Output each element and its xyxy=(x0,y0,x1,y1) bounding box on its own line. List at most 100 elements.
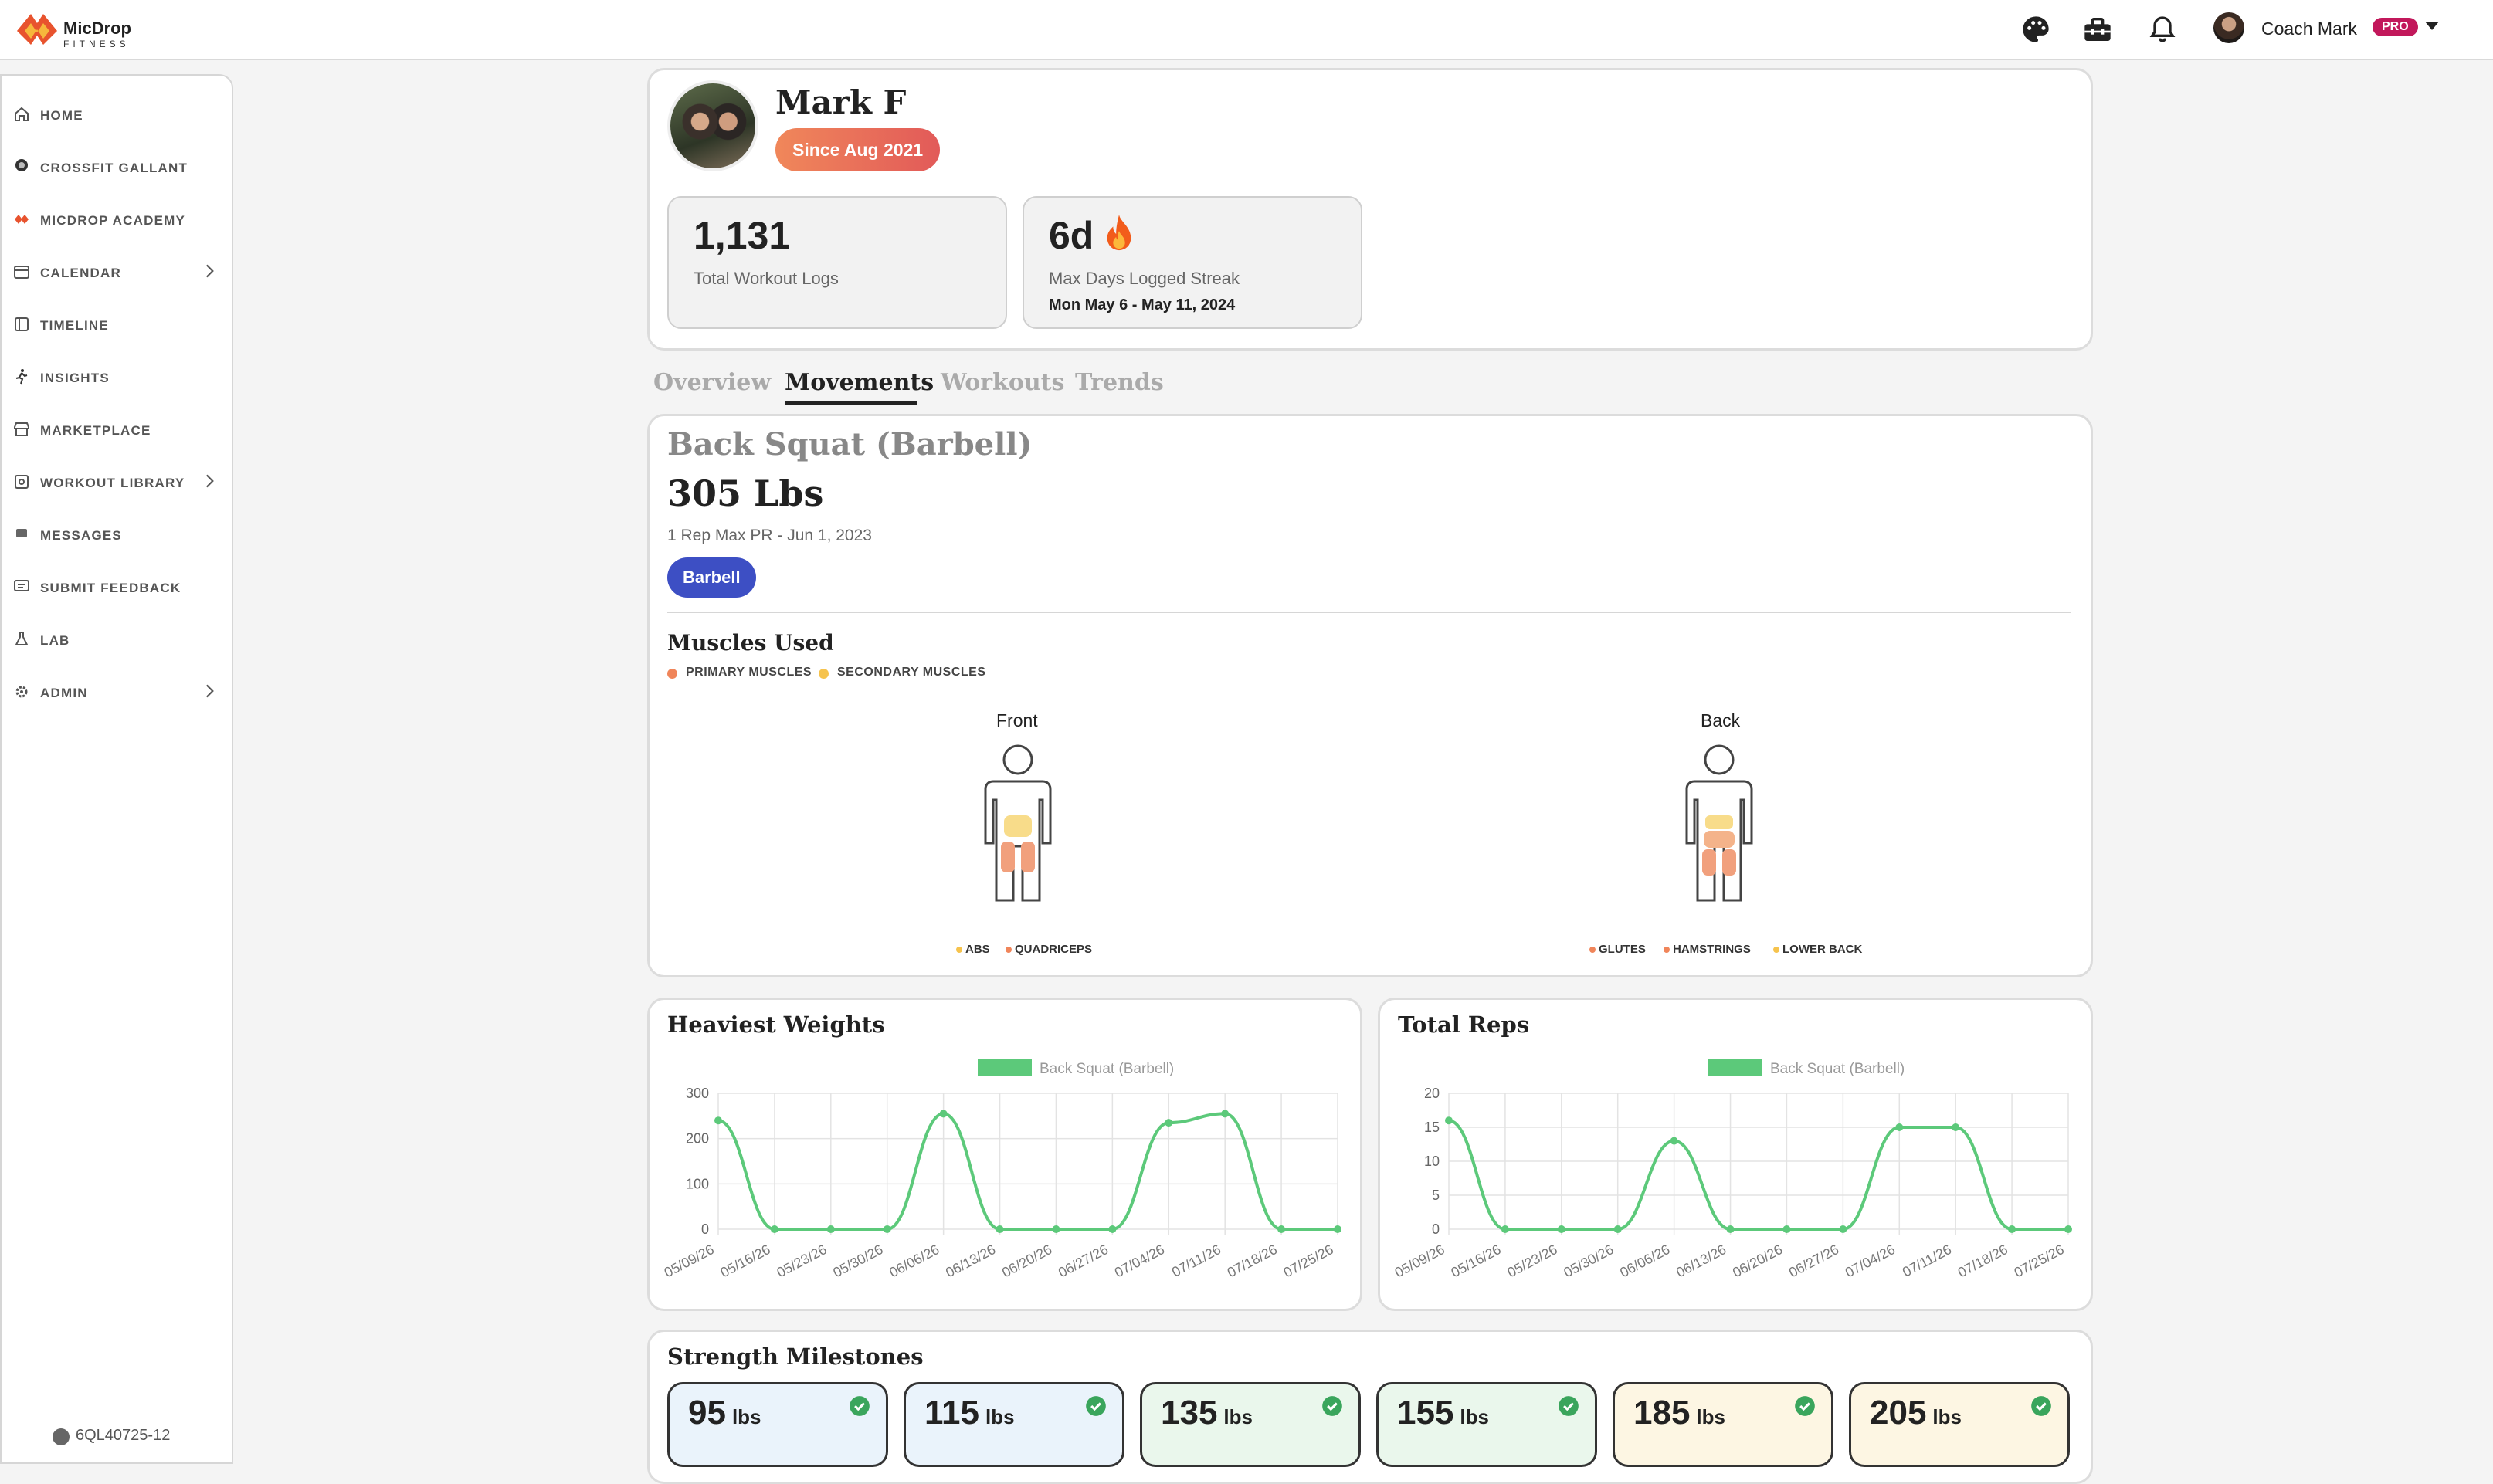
stat-label: Max Days Logged Streak xyxy=(1049,269,1240,288)
milestone-card[interactable]: 155 lbs xyxy=(1376,1382,1597,1467)
lower-back-region xyxy=(1705,815,1733,829)
sidebar-item-crossfit-gallant[interactable]: CROSSFIT GALLANT xyxy=(2,151,226,185)
left-quad-region xyxy=(1001,842,1015,872)
sidebar-item-home[interactable]: HOME xyxy=(2,99,226,133)
movement-card xyxy=(647,414,2093,977)
info-icon xyxy=(53,1428,70,1445)
data-point[interactable] xyxy=(1165,1119,1173,1127)
data-point[interactable] xyxy=(1445,1116,1453,1125)
sidebar-item-micdrop-academy[interactable]: MICDROP ACADEMY xyxy=(2,204,226,238)
y-tick-label: 100 xyxy=(686,1176,709,1191)
data-point[interactable] xyxy=(1613,1225,1622,1233)
muscle-tag-glutes: GLUTES xyxy=(1599,943,1646,956)
data-point[interactable] xyxy=(2008,1225,2016,1233)
app-version: 6QL40725-12 xyxy=(76,1427,171,1444)
milestone-unit: lbs xyxy=(1223,1405,1253,1428)
x-tick-label: 07/18/26 xyxy=(1955,1242,2010,1281)
check-circle-icon xyxy=(1795,1396,1815,1416)
milestone-card[interactable]: 135 lbs xyxy=(1140,1382,1361,1467)
stat-date-range: Mon May 6 - May 11, 2024 xyxy=(1049,296,1236,313)
data-point[interactable] xyxy=(1895,1123,1904,1131)
data-point[interactable] xyxy=(1557,1225,1565,1233)
data-point[interactable] xyxy=(770,1225,778,1233)
milestone-card[interactable]: 205 lbs xyxy=(1849,1382,2070,1467)
data-point[interactable] xyxy=(1277,1225,1286,1233)
x-tick-label: 05/30/26 xyxy=(830,1242,885,1281)
muscle-tag-lower-back: LOWER BACK xyxy=(1782,943,1863,956)
equipment-badge[interactable]: Barbell xyxy=(667,557,756,598)
x-tick-label: 05/09/26 xyxy=(1392,1242,1447,1281)
sidebar-item-insights[interactable]: INSIGHTS xyxy=(2,361,226,395)
milestone-card[interactable]: 95 lbs xyxy=(667,1382,888,1467)
data-point[interactable] xyxy=(1782,1225,1791,1233)
sidebar-item-timeline[interactable]: TIMELINE xyxy=(2,309,226,343)
data-point[interactable] xyxy=(826,1225,835,1233)
sidebar-item-messages[interactable]: MESSAGES xyxy=(2,519,226,553)
micdrop-logo[interactable]: MicDrop FITNESS xyxy=(14,8,145,51)
stat-max-streak: 6d Max Days Logged Streak Mon May 6 - Ma… xyxy=(1023,196,1362,329)
logo-name: MicDrop xyxy=(63,19,131,38)
data-point[interactable] xyxy=(1670,1137,1678,1145)
x-tick-label: 06/20/26 xyxy=(1730,1242,1785,1281)
milestone-card[interactable]: 115 lbs xyxy=(904,1382,1124,1467)
sidebar-item-calendar[interactable]: CALENDAR xyxy=(2,256,226,290)
right-hamstring-region xyxy=(1722,849,1736,876)
sidebar-item-label: LAB xyxy=(40,633,70,648)
data-point[interactable] xyxy=(1501,1225,1509,1233)
y-tick-label: 0 xyxy=(701,1221,709,1237)
home-icon xyxy=(15,107,29,121)
data-point[interactable] xyxy=(1052,1225,1060,1233)
data-point[interactable] xyxy=(1334,1225,1341,1233)
milestone-card[interactable]: 185 lbs xyxy=(1613,1382,1833,1467)
sidebar-item-marketplace[interactable]: MARKETPLACE xyxy=(2,414,226,448)
tab-overview[interactable]: Overview xyxy=(653,369,772,396)
tab-trends[interactable]: Trends xyxy=(1075,369,1164,396)
milestone-value: 155 lbs xyxy=(1397,1394,1489,1431)
chevron-right-icon[interactable] xyxy=(199,681,219,701)
user-menu-caret-icon[interactable] xyxy=(2425,22,2439,30)
milestone-value: 115 lbs xyxy=(924,1394,1015,1431)
legend-swatch[interactable] xyxy=(978,1059,1032,1076)
bell-icon[interactable] xyxy=(2147,14,2178,45)
data-point[interactable] xyxy=(996,1225,1004,1233)
data-point[interactable] xyxy=(883,1225,891,1233)
feedback-icon xyxy=(14,580,29,591)
data-point[interactable] xyxy=(714,1116,722,1125)
data-point[interactable] xyxy=(1952,1123,1960,1131)
toolbox-icon[interactable] xyxy=(2082,14,2113,45)
user-avatar[interactable] xyxy=(2213,12,2244,43)
x-tick-label: 06/06/26 xyxy=(887,1242,941,1281)
palette-icon[interactable] xyxy=(2020,14,2051,45)
sidebar-item-admin[interactable]: ADMIN xyxy=(2,676,226,710)
legend-label[interactable]: Back Squat (Barbell) xyxy=(1040,1061,1174,1077)
legend-label[interactable]: Back Squat (Barbell) xyxy=(1770,1061,1905,1077)
data-point[interactable] xyxy=(939,1110,948,1118)
tab-movements[interactable]: Movements xyxy=(785,369,934,396)
running-icon xyxy=(15,369,28,385)
muscle-dot xyxy=(1006,947,1012,953)
user-name[interactable]: Coach Mark xyxy=(2261,19,2357,39)
calendar-icon xyxy=(14,266,29,279)
library-icon xyxy=(15,475,29,489)
data-point[interactable] xyxy=(2064,1225,2072,1233)
sidebar-item-label: HOME xyxy=(40,108,83,123)
muscle-dot xyxy=(1773,947,1779,953)
divider xyxy=(667,612,2071,613)
data-point[interactable] xyxy=(1839,1225,1847,1233)
x-tick-label: 07/04/26 xyxy=(1843,1242,1898,1281)
sidebar-item-label: SUBMIT FEEDBACK xyxy=(40,581,181,595)
data-point[interactable] xyxy=(1726,1225,1735,1233)
x-tick-label: 07/04/26 xyxy=(1112,1242,1167,1281)
data-point[interactable] xyxy=(1108,1225,1117,1233)
tab-workouts[interactable]: Workouts xyxy=(941,369,1065,396)
y-tick-label: 200 xyxy=(686,1131,709,1147)
legend-swatch[interactable] xyxy=(1708,1059,1762,1076)
chevron-right-icon[interactable] xyxy=(199,261,219,281)
sidebar-item-workout-library[interactable]: WORKOUT LIBRARY xyxy=(2,466,226,500)
sidebar-item-submit-feedback[interactable]: SUBMIT FEEDBACK xyxy=(2,571,226,605)
data-point[interactable] xyxy=(1221,1110,1230,1118)
sidebar-item-lab[interactable]: LAB xyxy=(2,624,226,658)
gear-icon xyxy=(15,686,28,698)
legend-secondary-dot xyxy=(819,669,829,679)
chevron-right-icon[interactable] xyxy=(199,471,219,491)
